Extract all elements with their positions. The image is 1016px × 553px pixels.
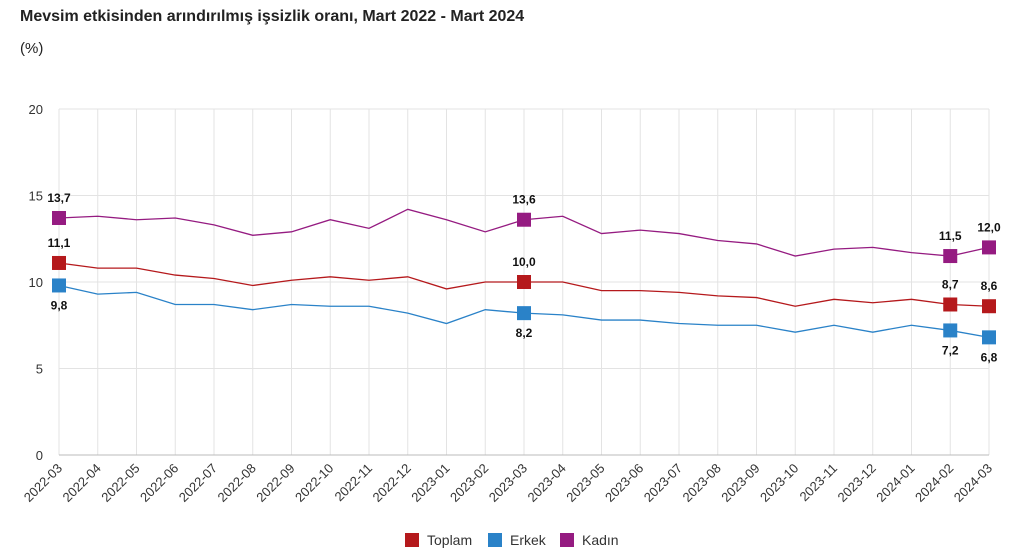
data-marker-toplam	[982, 299, 996, 314]
x-tick-label: 2022-06	[137, 461, 181, 505]
legend-swatch-toplam	[405, 533, 419, 547]
x-tick-label: 2022-09	[253, 461, 297, 505]
x-tick-label: 2023-04	[525, 461, 569, 505]
data-label-toplam: 8,6	[981, 279, 998, 293]
data-label-toplam: 11,1	[48, 236, 71, 250]
data-label-toplam: 10,0	[512, 255, 536, 269]
y-tick-label: 15	[29, 189, 43, 204]
chart-title: Mevsim etkisinden arındırılmış işsizlik …	[20, 8, 525, 25]
data-marker-kadın	[982, 240, 996, 255]
x-tick-label: 2023-07	[641, 461, 685, 505]
data-label-kadın: 13,7	[47, 191, 71, 205]
x-tick-label: 2024-02	[912, 461, 956, 505]
y-tick-label: 0	[36, 448, 43, 463]
data-label-kadın: 12,0	[977, 220, 1001, 234]
x-tick-label: 2022-12	[370, 461, 414, 505]
data-marker-kadın	[517, 212, 531, 227]
x-tick-label: 2023-02	[447, 461, 491, 505]
y-tick-label: 10	[29, 275, 43, 290]
legend-swatch-kadın	[560, 533, 574, 547]
data-label-kadın: 13,6	[512, 193, 536, 207]
y-tick-label: 20	[29, 102, 43, 117]
data-marker-kadın	[943, 249, 958, 264]
data-marker-toplam	[517, 275, 531, 289]
x-tick-label: 2023-10	[757, 461, 801, 505]
data-marker-toplam	[943, 297, 958, 312]
x-tick-label: 2022-07	[176, 461, 220, 505]
x-tick-label: 2023-08	[680, 461, 724, 505]
x-tick-label: 2023-01	[408, 461, 452, 505]
data-marker-erkek	[982, 330, 996, 345]
x-tick-label: 2024-03	[951, 461, 995, 505]
x-tick-label: 2022-04	[60, 461, 104, 505]
x-tick-label: 2024-01	[873, 461, 917, 505]
data-label-erkek: 7,2	[942, 343, 959, 357]
x-tick-label: 2023-11	[796, 461, 840, 505]
x-tick-label: 2023-05	[563, 461, 607, 505]
data-label-kadın: 11,5	[939, 229, 962, 243]
legend-swatch-erkek	[488, 533, 502, 547]
x-tick-label: 2023-06	[602, 461, 646, 505]
data-label-erkek: 6,8	[981, 350, 998, 364]
data-label-toplam: 8,7	[942, 277, 959, 291]
legend-label-toplam: Toplam	[427, 532, 472, 548]
x-tick-label: 2022-03	[21, 461, 65, 505]
data-marker-erkek	[517, 306, 531, 321]
x-tick-label: 2023-09	[718, 461, 762, 505]
x-tick-label: 2022-10	[292, 461, 336, 505]
x-tick-label: 2022-05	[98, 461, 142, 505]
data-marker-toplam	[52, 255, 66, 270]
x-tick-label: 2023-12	[835, 461, 879, 505]
data-marker-kadın	[52, 210, 66, 225]
data-label-erkek: 9,8	[51, 298, 68, 312]
x-tick-label: 2022-11	[331, 461, 375, 505]
legend-label-erkek: Erkek	[510, 532, 547, 548]
x-tick-label: 2023-03	[486, 461, 530, 505]
data-label-erkek: 8,2	[516, 326, 533, 340]
y-tick-label: 5	[36, 362, 43, 377]
x-tick-label: 2022-08	[215, 461, 259, 505]
data-marker-erkek	[52, 278, 66, 293]
data-marker-erkek	[943, 323, 958, 338]
legend-label-kadın: Kadın	[582, 532, 619, 548]
y-axis-unit: (%)	[20, 40, 44, 57]
